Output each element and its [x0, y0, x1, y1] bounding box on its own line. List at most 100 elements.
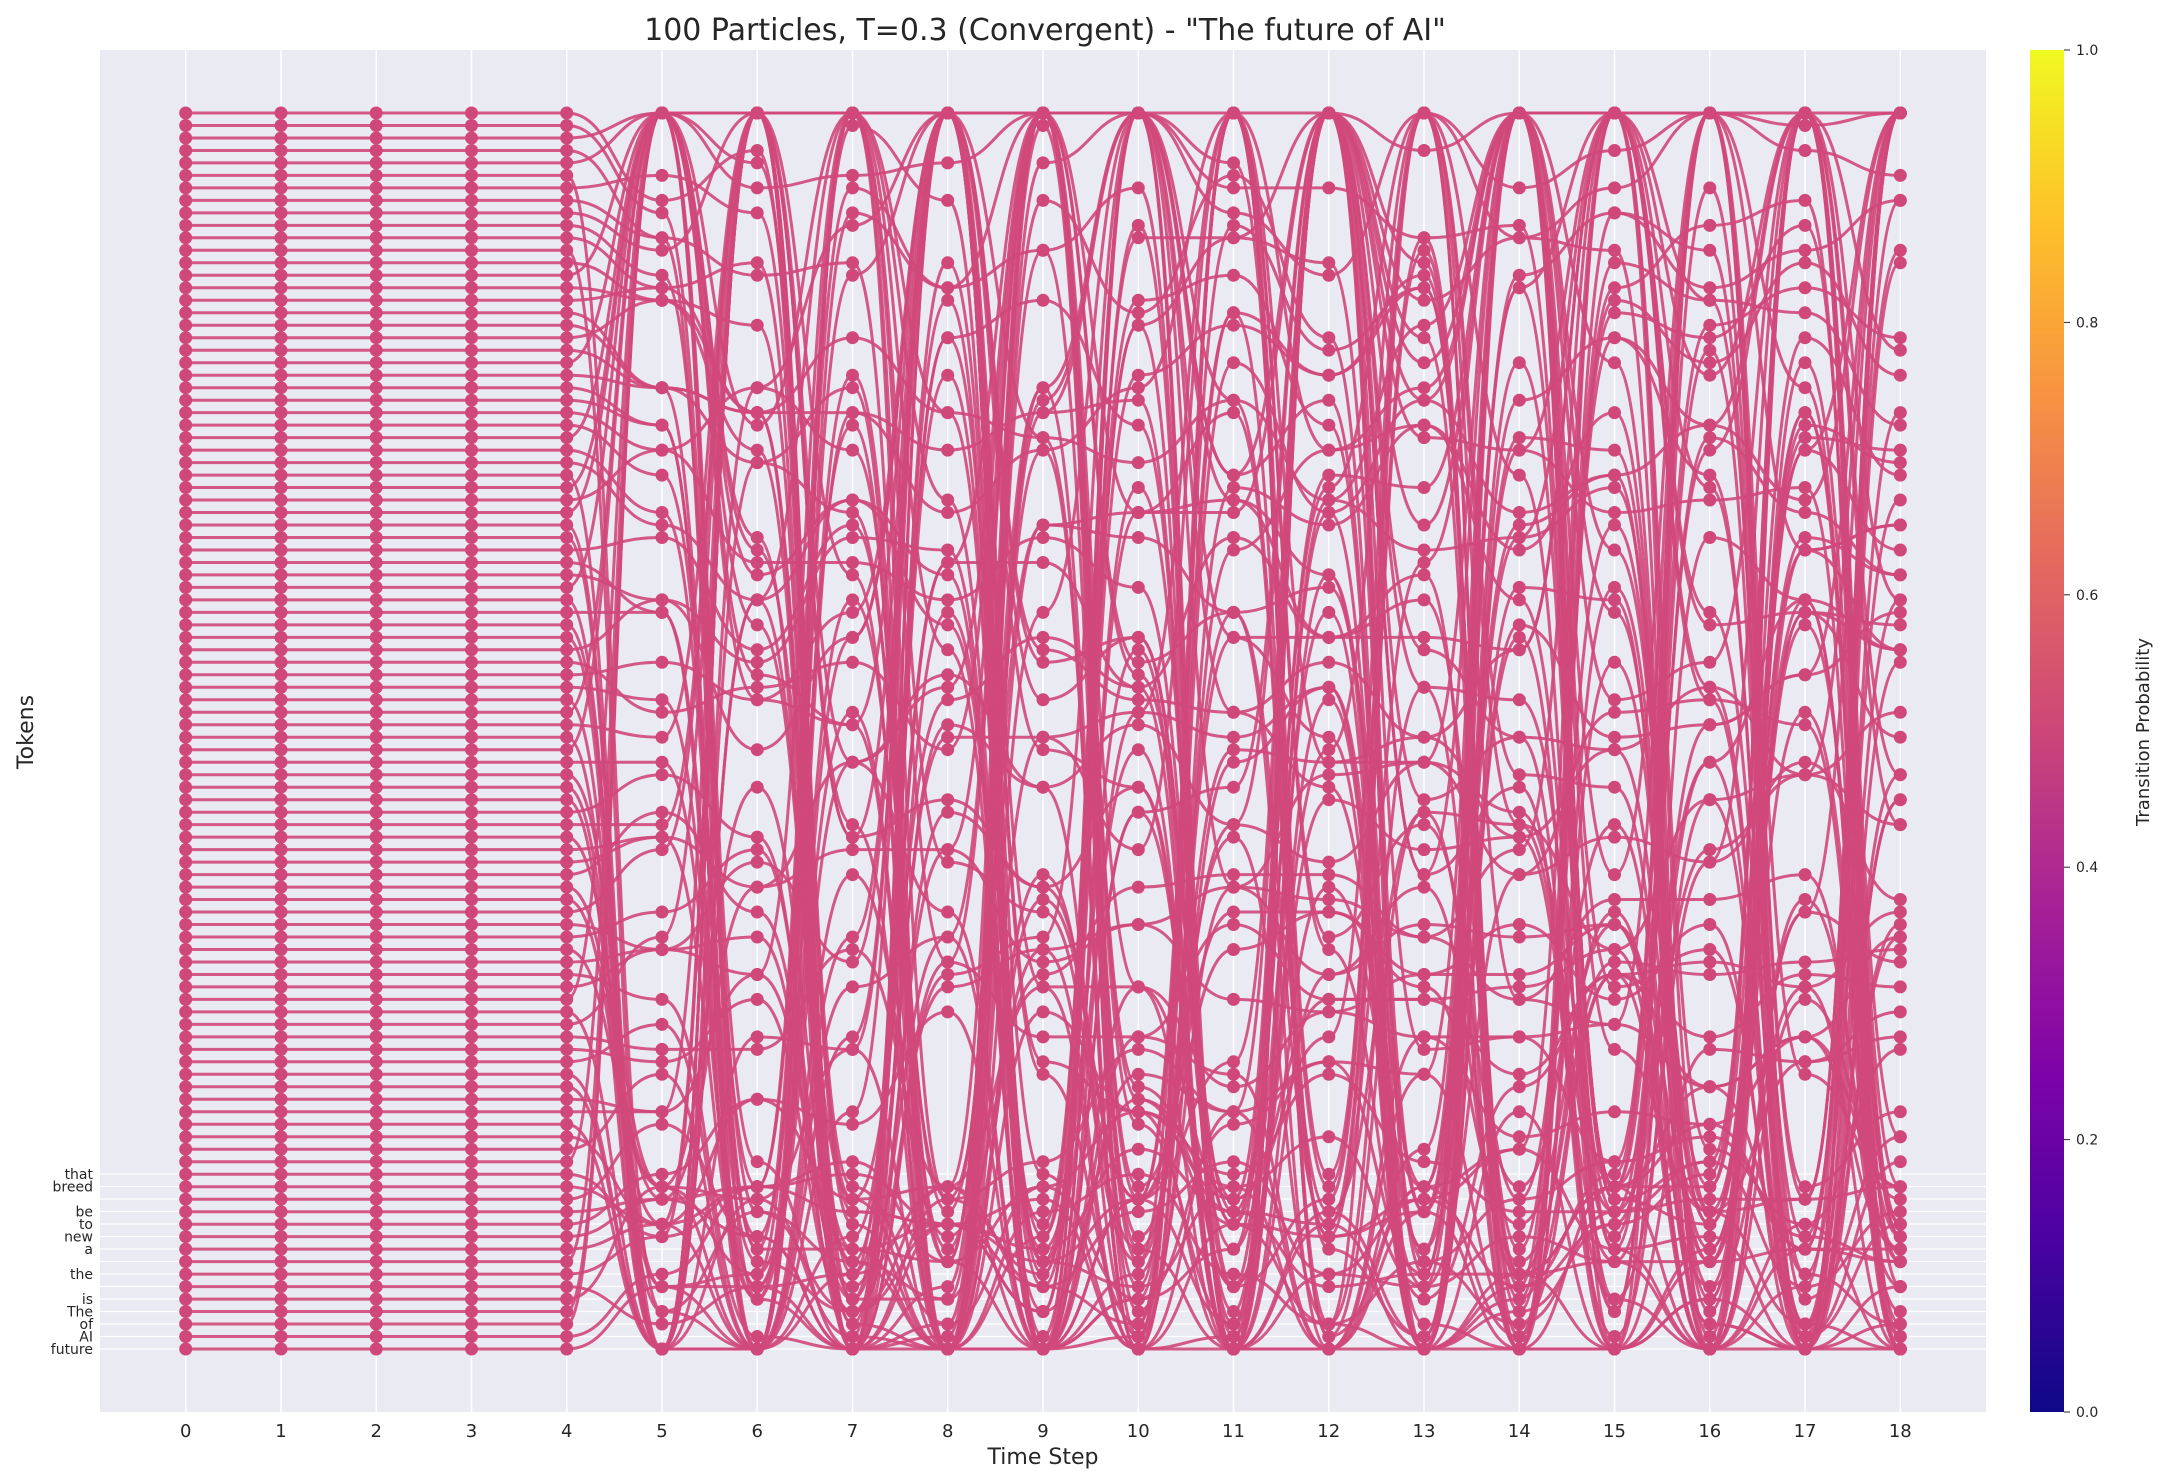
particle-point — [560, 580, 574, 594]
particle-point — [1893, 1205, 1907, 1219]
particle-point — [179, 855, 193, 869]
particle-point — [1798, 256, 1812, 270]
particle-point — [1512, 830, 1526, 844]
particle-point — [1893, 705, 1907, 719]
particle-point — [1131, 1105, 1145, 1119]
particle-point — [1417, 1255, 1431, 1269]
particle-point — [1417, 818, 1431, 832]
particle-point — [846, 1242, 859, 1256]
particle-point — [560, 293, 574, 307]
particle-point — [369, 593, 383, 607]
particle-point — [1608, 968, 1621, 981]
particle-point — [369, 718, 383, 732]
particle-point — [846, 1155, 859, 1169]
particle-point — [560, 418, 574, 432]
particle-point — [1227, 1205, 1240, 1219]
particle-point — [274, 618, 288, 632]
particle-point — [369, 643, 383, 657]
particle-point — [1227, 506, 1240, 519]
particle-point — [1322, 605, 1336, 619]
particle-point — [655, 1117, 669, 1131]
particle-point — [1608, 1017, 1621, 1031]
particle-point — [1322, 968, 1336, 981]
particle-point — [369, 955, 383, 969]
particle-point — [560, 1117, 574, 1131]
particle-point — [1036, 1055, 1050, 1069]
particle-point — [1512, 1205, 1526, 1219]
particle-point — [750, 855, 764, 869]
particle-point — [369, 805, 383, 819]
particle-point — [465, 543, 478, 557]
particle-point — [750, 830, 764, 844]
particle-point — [560, 218, 574, 232]
particle-point — [274, 518, 288, 532]
particle-point — [274, 368, 288, 382]
particle-point — [274, 306, 288, 320]
particle-point — [1131, 306, 1145, 320]
particle-point — [1036, 406, 1050, 420]
particle-point — [750, 1255, 764, 1269]
particle-point — [655, 655, 669, 669]
particle-point — [1893, 418, 1907, 432]
particle-point — [465, 1267, 478, 1281]
particle-point — [1608, 406, 1621, 420]
particle-point — [1703, 1255, 1717, 1269]
particle-point — [1608, 1255, 1621, 1269]
particle-point — [369, 1042, 383, 1056]
particle-point — [560, 193, 574, 207]
particle-point — [1227, 830, 1240, 844]
particle-point — [1512, 992, 1526, 1006]
particle-point — [1798, 980, 1812, 994]
particle-point — [1608, 980, 1621, 994]
particle-point — [1703, 443, 1717, 457]
particle-point — [1512, 618, 1526, 632]
particle-point — [1417, 1205, 1431, 1219]
particle-point — [560, 893, 574, 906]
particle-point — [1036, 930, 1050, 944]
particle-point — [560, 668, 574, 682]
particle-point — [1227, 543, 1240, 557]
particle-point — [846, 418, 859, 432]
particle-point — [1512, 443, 1526, 457]
particle-point — [274, 1317, 288, 1331]
particle-point — [465, 1055, 478, 1069]
particle-point — [1798, 1292, 1812, 1306]
particle-point — [1893, 456, 1907, 470]
particle-point — [941, 1242, 955, 1256]
particle-point — [1036, 556, 1050, 569]
particle-point — [655, 468, 669, 482]
particle-point — [1417, 243, 1431, 257]
particle-point — [846, 218, 859, 232]
particle-point — [179, 356, 193, 370]
particle-point — [274, 580, 288, 594]
particle-point — [750, 968, 764, 981]
particle-point — [560, 1067, 574, 1081]
particle-point — [1227, 818, 1240, 832]
particle-point — [1512, 468, 1526, 482]
particle-point — [274, 918, 288, 931]
particle-point — [1512, 1330, 1526, 1343]
particle-point — [1608, 1180, 1621, 1194]
particle-point — [1608, 893, 1621, 906]
particle-point — [369, 968, 383, 981]
particle-point — [1417, 1142, 1431, 1156]
particle-point — [846, 1217, 859, 1231]
particle-point — [750, 106, 764, 120]
particle-point — [1036, 1305, 1050, 1318]
particle-point — [560, 306, 574, 320]
particle-point — [560, 843, 574, 857]
particle-point — [369, 106, 383, 120]
particle-point — [560, 992, 574, 1006]
particle-point — [1512, 531, 1526, 544]
particle-point — [1417, 593, 1431, 607]
particle-point — [1417, 843, 1431, 857]
particle-point — [179, 818, 193, 832]
particle-point — [560, 493, 574, 507]
particle-point — [1417, 1280, 1431, 1294]
particle-point — [1417, 518, 1431, 532]
particle-point — [1417, 356, 1431, 370]
particle-point — [369, 930, 383, 944]
particle-point — [1512, 1280, 1526, 1294]
particle-point — [369, 880, 383, 894]
